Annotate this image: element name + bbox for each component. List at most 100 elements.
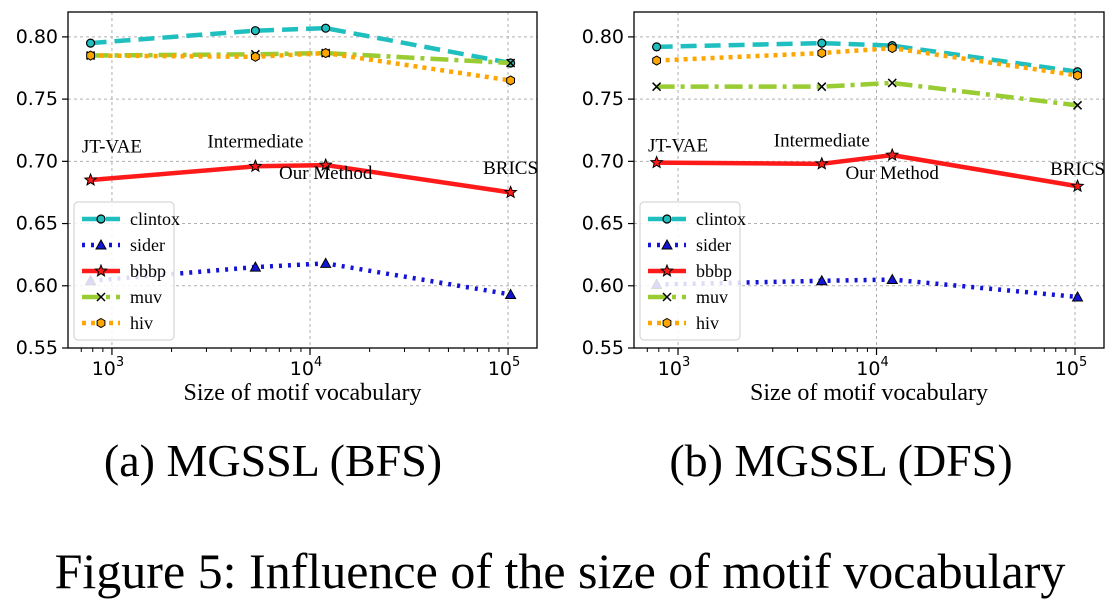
x-tick-base: 10 (658, 358, 682, 380)
point-clintox (321, 23, 331, 33)
point-sider (319, 257, 332, 268)
y-tick-label: 0.55 (582, 337, 624, 359)
point-hiv (321, 47, 331, 59)
point-clintox (817, 38, 827, 48)
point-bbbp (1070, 178, 1085, 193)
annotation: Our Method (846, 163, 940, 184)
point-sider (815, 274, 828, 286)
x-tick-exponent: 3 (682, 355, 690, 370)
x-tick-exponent: 5 (1079, 355, 1087, 370)
legend-label-muv: muv (696, 287, 728, 307)
y-tick-label: 0.55 (16, 337, 58, 359)
point-hiv (1073, 70, 1082, 81)
legend-label-sider: sider (130, 235, 165, 255)
x-tick-label: 104 (856, 355, 888, 380)
legend-marker-clintox (662, 214, 672, 224)
subcaption-a: (a) MGSSL (BFS) (104, 435, 442, 486)
plot-frame (67, 11, 538, 349)
point-sider (249, 261, 262, 272)
y-tick-label: 0.65 (16, 213, 58, 235)
legend-marker-bbbp (93, 263, 109, 277)
y-tick-label: 0.80 (16, 26, 58, 48)
legend: clintox sider bbbp muv hiv (73, 201, 180, 341)
y-tick-label: 0.65 (582, 213, 624, 235)
point-bbbp (83, 172, 98, 186)
annotation: JT-VAE (82, 137, 142, 158)
point-bbbp (885, 147, 900, 162)
point-bbbp (649, 155, 664, 169)
series-line-clintox (656, 40, 1078, 74)
x-tick-label: 105 (488, 355, 520, 380)
point-bbbp (248, 158, 263, 173)
x-tick-label: 103 (658, 355, 690, 380)
x-tick-base: 10 (856, 358, 880, 380)
point-sider (504, 288, 517, 299)
point-hiv (887, 43, 897, 54)
point-bbbp (503, 185, 518, 199)
point-muv (506, 58, 516, 68)
legend-marker-sider (661, 238, 673, 250)
subcaption-b: (b) MGSSL (DFS) (669, 435, 1012, 486)
legend-box (639, 201, 741, 341)
figure-caption: Figure 5: Influence of the size of motif… (55, 543, 1066, 599)
y-tick-label: 0.75 (16, 88, 58, 110)
x-tick-base: 10 (488, 358, 512, 380)
point-hiv (652, 55, 662, 66)
annotation: Intermediate (774, 130, 870, 151)
point-clintox (652, 42, 662, 52)
y-tick-label: 0.60 (16, 275, 58, 297)
plot-frame (633, 11, 1105, 349)
annotation: BRICS (1050, 159, 1105, 180)
point-hiv (506, 75, 515, 86)
legend-label-clintox: clintox (696, 209, 746, 229)
legend-marker-sider (95, 238, 107, 250)
x-tick-exponent: 4 (314, 355, 322, 370)
annotation: BRICS (483, 158, 538, 179)
legend-marker-muv (96, 292, 106, 302)
series-line-muv (656, 80, 1078, 108)
x-tick-label: 105 (1055, 355, 1087, 380)
legend-label-sider: sider (696, 235, 731, 255)
legend-marker-muv (662, 292, 672, 302)
x-tick-exponent: 3 (116, 355, 124, 370)
x-tick-label: 103 (92, 355, 124, 380)
point-hiv (817, 47, 827, 59)
x-tick-exponent: 4 (880, 355, 888, 370)
annotation: Our Method (279, 163, 373, 184)
point-clintox (85, 38, 96, 48)
point-muv (887, 78, 897, 88)
point-hiv (250, 51, 260, 62)
point-clintox (250, 26, 260, 36)
legend-marker-hiv (96, 317, 106, 329)
series-line-clintox (90, 25, 512, 66)
point-muv (1073, 100, 1083, 110)
series-line-bbbp (656, 152, 1078, 189)
point-bbbp (318, 157, 333, 172)
legend-box (73, 201, 175, 341)
y-tick-label: 0.60 (582, 275, 624, 297)
point-sider (886, 273, 899, 285)
legend-label-clintox: clintox (130, 209, 180, 229)
point-bbbp (814, 156, 829, 170)
x-tick-label: 104 (290, 355, 322, 380)
legend-label-hiv: hiv (696, 313, 719, 333)
series-line-bbbp (90, 162, 511, 195)
y-tick-label: 0.75 (582, 88, 624, 110)
series-line-hiv (90, 50, 511, 83)
series-bbbp (83, 157, 518, 199)
x-tick-exponent: 5 (512, 355, 520, 370)
legend-label-muv: muv (130, 287, 162, 307)
legend-label-bbbp: bbbp (696, 261, 732, 281)
legend-label-hiv: hiv (130, 313, 153, 333)
x-tick-base: 10 (1055, 358, 1079, 380)
x-tick-base: 10 (290, 358, 314, 380)
legend-marker-bbbp (659, 263, 675, 277)
series-hiv (86, 47, 515, 86)
legend-label-bbbp: bbbp (130, 261, 166, 281)
y-tick-label: 0.70 (582, 150, 624, 172)
legend-marker-hiv (662, 317, 672, 329)
point-sider (1071, 290, 1084, 302)
